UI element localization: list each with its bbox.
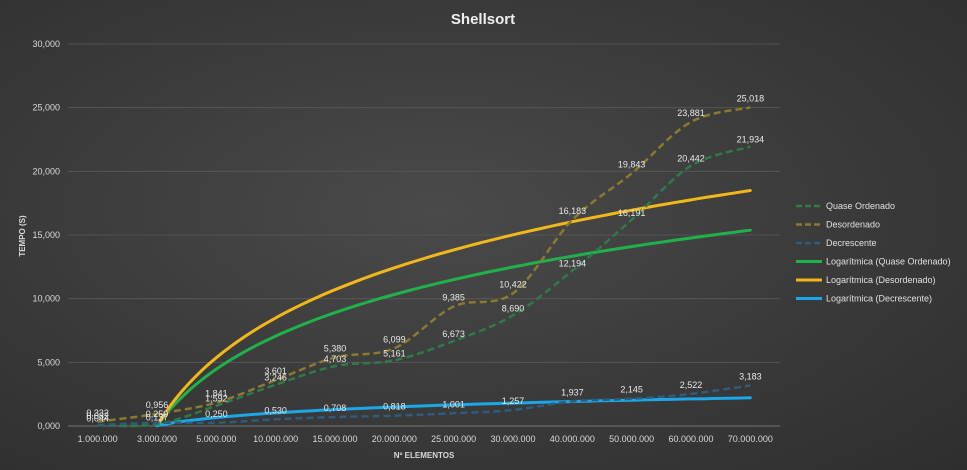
- data-label: 1,937: [561, 387, 584, 397]
- data-label: 5,380: [324, 343, 347, 353]
- data-label: 0,708: [324, 403, 347, 413]
- series-line: [97, 384, 751, 427]
- data-label: 19,843: [618, 159, 646, 169]
- series-line: [97, 106, 751, 424]
- data-label: 5,161: [383, 348, 406, 358]
- series-line: [97, 145, 751, 428]
- trendline: [155, 228, 752, 428]
- data-label: 0,956: [146, 400, 169, 410]
- y-tick-label: 30,000: [32, 39, 60, 49]
- data-label: 16,191: [618, 208, 646, 218]
- y-tick-label: 10,000: [32, 294, 60, 304]
- chart-title: Shellsort: [451, 11, 515, 28]
- data-label: 6,099: [383, 334, 406, 344]
- data-label: 2,522: [680, 380, 703, 390]
- legend-label: Decrescente: [826, 238, 877, 248]
- y-tick-label: 25,000: [32, 103, 60, 113]
- y-tick-label: 0,000: [37, 421, 60, 431]
- legend-label: Desordenado: [826, 220, 880, 230]
- x-tick-label: 30.000.000: [490, 434, 535, 444]
- trendline: [155, 189, 752, 428]
- data-label: 0,332: [86, 408, 109, 418]
- y-axis-label: TEMPO (S): [18, 215, 27, 257]
- legend-label: Logarítmica (Quase Ordenado): [826, 257, 951, 267]
- x-tick-label: 3.000.000: [137, 434, 177, 444]
- x-tick-label: 5.000.000: [196, 434, 236, 444]
- x-tick-label: 1.000.000: [78, 434, 118, 444]
- data-label: 16,183: [559, 206, 587, 216]
- x-tick-label: 60.000.000: [668, 434, 713, 444]
- data-label: 4,703: [324, 354, 347, 364]
- data-label: 1,841: [205, 389, 228, 399]
- x-tick-label: 50.000.000: [609, 434, 654, 444]
- data-label: 20,442: [677, 154, 705, 164]
- data-label: 1,001: [442, 399, 465, 409]
- data-label: 6,673: [442, 329, 465, 339]
- data-label: 2,145: [620, 385, 643, 395]
- data-label: 0,530: [264, 405, 287, 415]
- legend: Quase Ordenado Desordenado Decrescente Loga…: [796, 201, 951, 304]
- x-tick-label: 10.000.000: [253, 434, 298, 444]
- trendline: [155, 396, 752, 428]
- data-label: 1,257: [502, 396, 525, 406]
- data-label: 10,422: [499, 279, 527, 289]
- x-axis-label: Nº ELEMENTOS: [394, 451, 455, 460]
- y-tick-label: 20,000: [32, 166, 60, 176]
- legend-label: Quase Ordenado: [826, 201, 895, 211]
- y-tick-label: 15,000: [32, 230, 60, 240]
- data-label: 25,018: [737, 93, 765, 103]
- series-layer: [97, 106, 752, 428]
- x-tick-label: 20.000.000: [372, 434, 417, 444]
- gridlines: [68, 43, 780, 427]
- data-label: 0,137: [146, 412, 169, 422]
- data-label: 8,690: [502, 303, 525, 313]
- x-tick-labels: 1.000.000 3.000.000 5.000.000 10.000.000 15.…: [78, 434, 773, 444]
- x-tick-label: 25.000.000: [431, 434, 476, 444]
- data-label: 21,934: [737, 135, 765, 145]
- x-tick-label: 70.000.000: [728, 434, 773, 444]
- data-label: 1,592: [205, 394, 228, 404]
- x-tick-label: 40.000.000: [550, 434, 595, 444]
- legend-label: Logarítmica (Desordenado): [826, 275, 936, 285]
- data-label: 3,601: [264, 366, 287, 376]
- data-label: 3,183: [739, 371, 762, 381]
- y-tick-label: 5,000: [37, 357, 60, 367]
- data-label: 0,082: [86, 411, 109, 421]
- data-label: 3,246: [264, 373, 287, 383]
- x-tick-label: 15.000.000: [312, 434, 357, 444]
- legend-label: Logarítmica (Decrescente): [826, 294, 932, 304]
- data-label: 12,194: [559, 259, 587, 269]
- data-label: 0,250: [146, 409, 169, 419]
- data-label: 0,818: [383, 402, 406, 412]
- data-label: 9,385: [442, 292, 465, 302]
- data-labels-layer: 0,044 0,137 1,592 3,246 4,703 5,161 6,673 8,690…: [86, 93, 764, 423]
- data-label: 0,044: [86, 413, 109, 423]
- y-tick-labels: 0,000 5,000 10,000 15,000 20,000 25,000 30,000: [32, 39, 60, 431]
- data-label: 0,250: [205, 409, 228, 419]
- data-label: 23,881: [677, 108, 705, 118]
